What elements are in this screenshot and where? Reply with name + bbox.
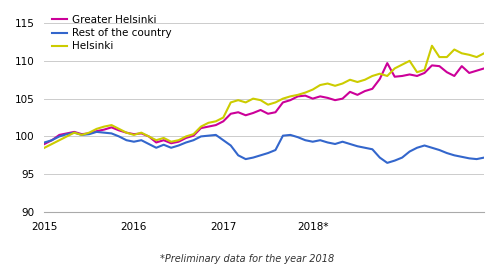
Helsinki — [429, 44, 435, 47]
Helsinki — [116, 127, 122, 130]
Rest of the country — [176, 144, 182, 147]
Legend: Greater Helsinki, Rest of the country, Helsinki: Greater Helsinki, Rest of the country, H… — [50, 13, 173, 54]
Line: Helsinki: Helsinki — [44, 46, 484, 148]
Rest of the country — [161, 143, 166, 146]
Helsinki — [168, 140, 174, 143]
Helsinki — [41, 146, 47, 149]
Text: *Preliminary data for the year 2018: *Preliminary data for the year 2018 — [160, 254, 334, 264]
Helsinki — [191, 132, 197, 136]
Helsinki — [317, 83, 323, 87]
Rest of the country — [481, 156, 487, 159]
Line: Greater Helsinki: Greater Helsinki — [44, 63, 484, 144]
Greater Helsinki — [168, 142, 174, 145]
Rest of the country — [325, 141, 330, 144]
Helsinki — [153, 139, 159, 142]
Rest of the country — [191, 139, 197, 142]
Greater Helsinki — [191, 134, 197, 137]
Rest of the country — [124, 139, 129, 142]
Rest of the country — [384, 161, 390, 165]
Greater Helsinki — [153, 141, 159, 144]
Greater Helsinki — [384, 61, 390, 65]
Greater Helsinki — [317, 95, 323, 98]
Helsinki — [183, 135, 189, 138]
Greater Helsinki — [116, 129, 122, 132]
Rest of the country — [41, 141, 47, 144]
Rest of the country — [94, 130, 100, 134]
Rest of the country — [198, 135, 204, 138]
Greater Helsinki — [183, 136, 189, 140]
Line: Rest of the country: Rest of the country — [44, 132, 484, 163]
Greater Helsinki — [41, 142, 47, 145]
Helsinki — [481, 52, 487, 55]
Greater Helsinki — [481, 67, 487, 70]
